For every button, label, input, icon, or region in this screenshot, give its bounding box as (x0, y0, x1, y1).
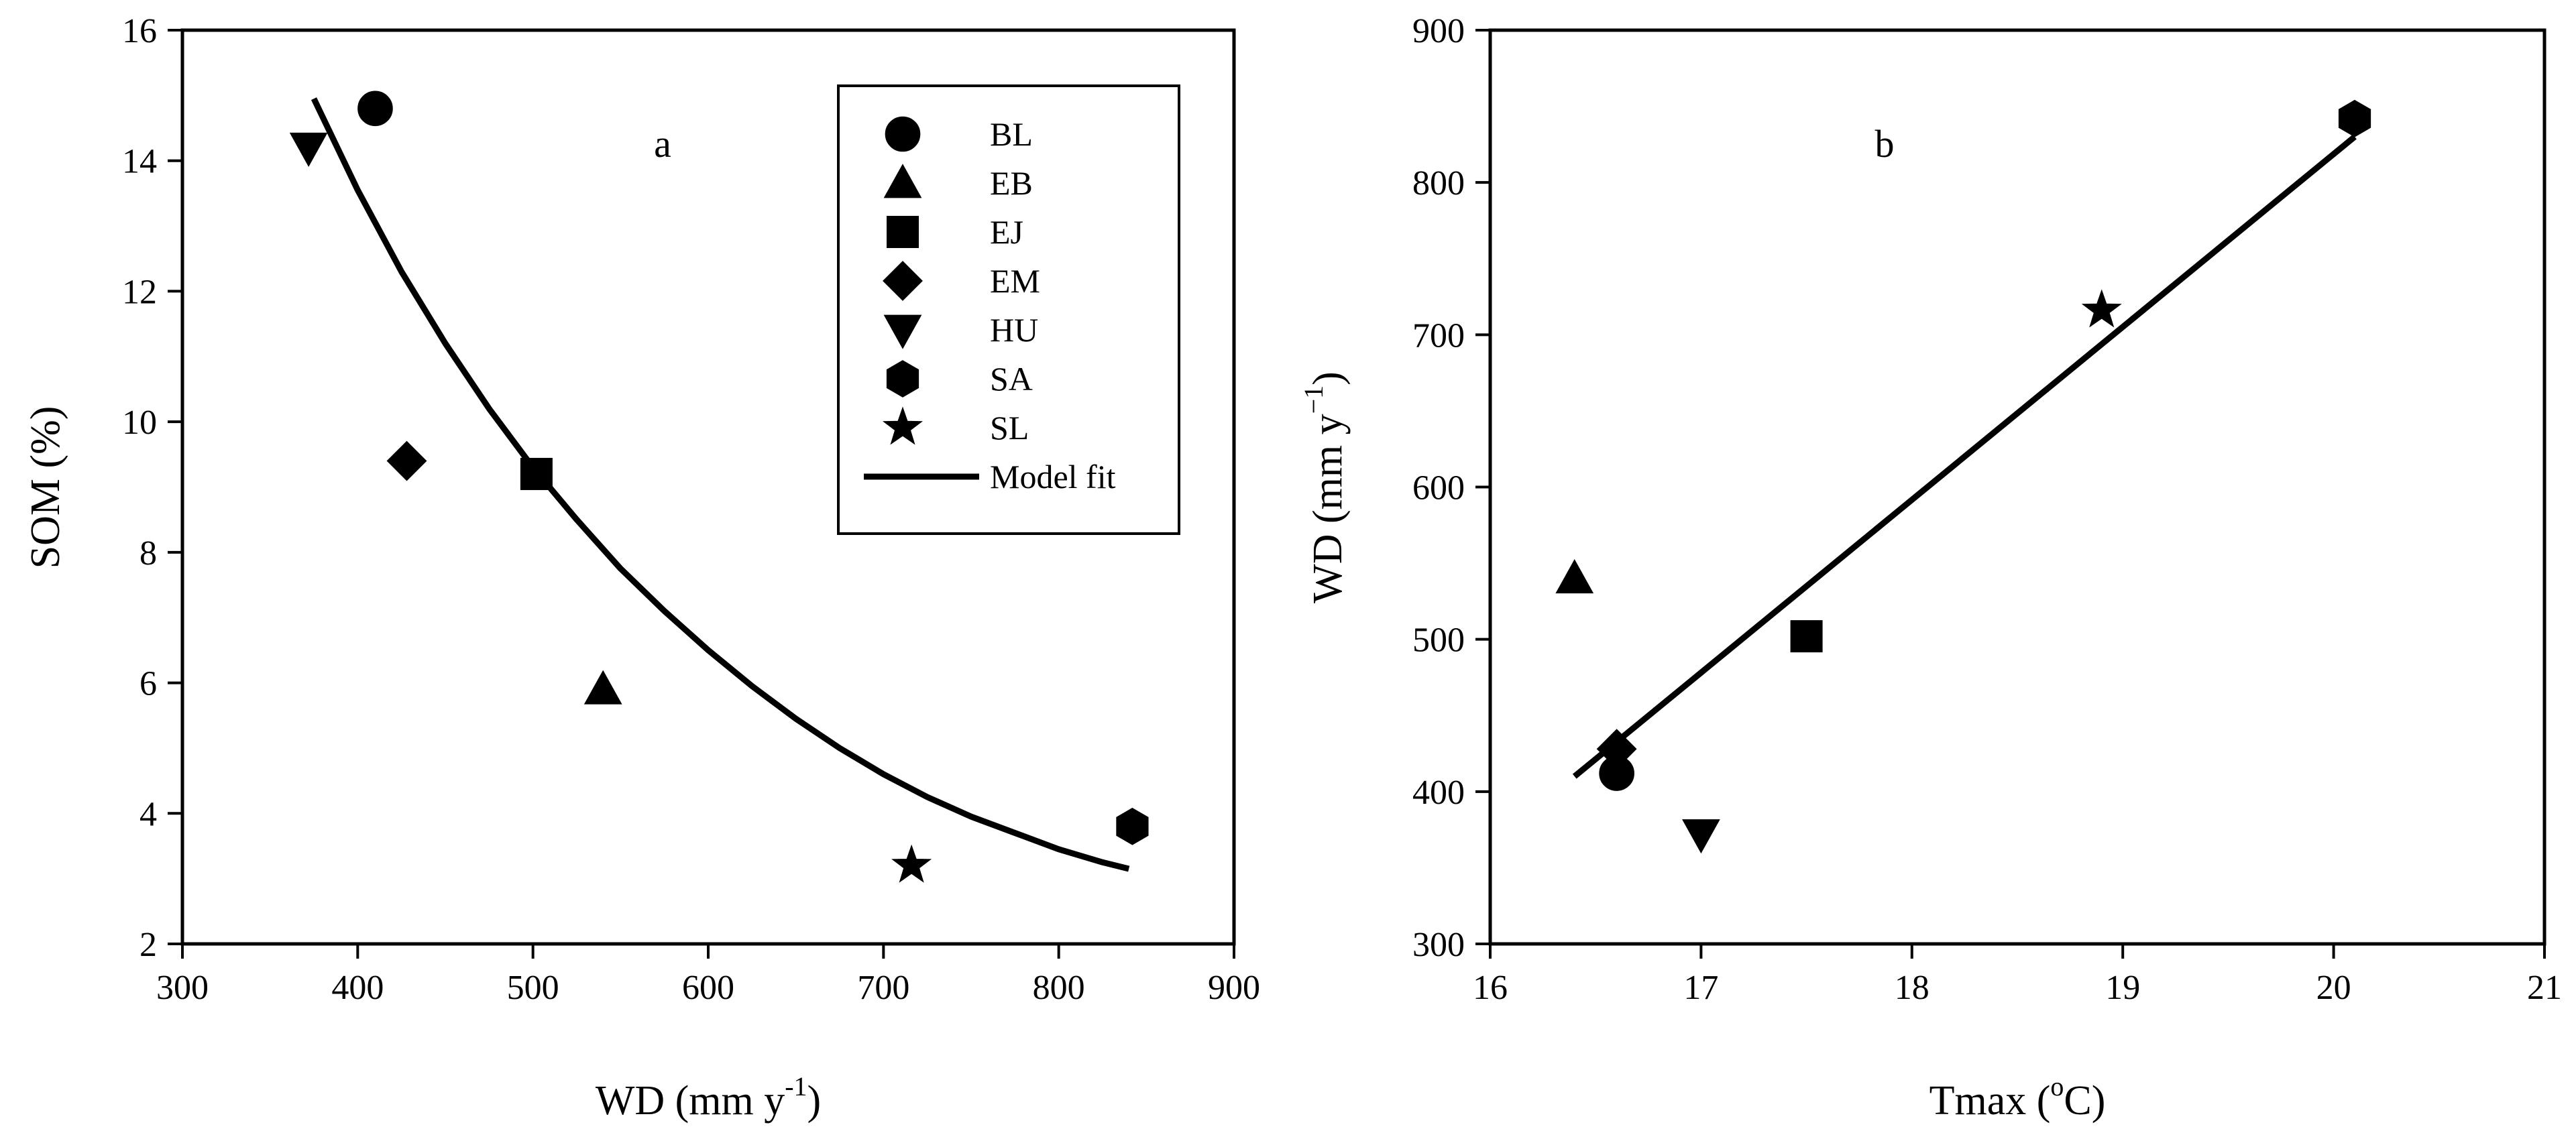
panel-b-x-tick-label: 20 (2316, 969, 2351, 1007)
panel-a-x-tick-label: 300 (156, 969, 209, 1007)
legend-ej-swatch (887, 216, 919, 248)
panel-b-x-title-sup: o (2050, 1071, 2064, 1101)
legend-hu-swatch (883, 314, 922, 349)
panel-a-point-eb (583, 670, 622, 705)
panel-b-y-tick-label: 700 (1412, 316, 1465, 355)
panel-b-points (1555, 99, 2371, 854)
panel-a-x-tick-label: 500 (507, 969, 559, 1007)
panel-b-y-title-sup: −1 (1298, 385, 1329, 414)
legend-sa-swatch (886, 360, 919, 398)
panel-a-model-fit-line (311, 97, 1130, 872)
panel-a-point-ej (520, 458, 553, 491)
legend-em-label: EM (990, 262, 1040, 300)
panel-a-point-sl (891, 844, 932, 883)
panel-a-y-tick-label: 6 (139, 665, 157, 703)
panel-a-x-axis-title: WD (mm y-1) (596, 1071, 821, 1124)
panel-a-y-tick-label: 14 (122, 143, 157, 181)
panel-a-y-tick-label: 4 (139, 795, 157, 833)
legend-em-swatch (883, 261, 923, 301)
legend-entries: BL EB EJ EM HU SA SL Model fit (864, 115, 1116, 495)
panel-b-x-tick-label: 17 (1683, 969, 1718, 1007)
panel-b-point-ej (1790, 620, 1823, 653)
panel-b-y-title-main: WD (mm y (1305, 414, 1351, 603)
panel-a: 300 400 500 600 700 800 900 2 4 6 8 10 12 14 16 a WD (… (23, 12, 1260, 1124)
panel-a-x-tick-label: 900 (1208, 969, 1260, 1007)
legend-model-fit-label: Model fit (990, 458, 1116, 495)
panel-b-x-tick-label: 21 (2527, 969, 2562, 1007)
panel-a-fit (311, 97, 1130, 872)
panel-a-x-tick-label: 600 (682, 969, 734, 1007)
panel-b-model-fit-line (1572, 134, 2357, 779)
panel-a-y-tick-label: 12 (122, 273, 157, 311)
legend-bl-swatch (885, 116, 921, 152)
panel-b-y-tick-label: 500 (1412, 621, 1465, 660)
panel-b-axes: 16 17 18 19 20 21 300 400 500 600 700 800 900 (1412, 12, 2562, 1007)
legend: BL EB EJ EM HU SA SL Model fit (837, 84, 1180, 535)
panel-b-y-tick-label: 300 (1412, 926, 1465, 964)
panel-b-y-tick-label: 400 (1412, 774, 1465, 812)
panel-a-y-tick-label: 2 (139, 926, 157, 964)
legend-hu-label: HU (990, 311, 1038, 349)
panel-a-x-tick-label: 400 (331, 969, 384, 1007)
panel-b-fit (1572, 134, 2357, 779)
panel-b-y-axis-title: WD (mm y−1) (1298, 371, 1351, 603)
legend-bl-label: BL (990, 115, 1033, 153)
panel-a-y-axis-title: SOM (%) (23, 406, 68, 569)
panel-a-point-bl (357, 91, 393, 127)
panel-a-x-tick-label: 800 (1033, 969, 1085, 1007)
panel-a-point-em (386, 440, 427, 481)
panel-b-y-tick-label: 800 (1412, 164, 1465, 202)
panel-b-y-tick-label: 600 (1412, 469, 1465, 507)
panel-b-point-eb (1555, 559, 1594, 594)
panel-b-point-hu (1682, 819, 1720, 854)
legend-frame (837, 84, 1180, 535)
panel-b-y-tick-label: 900 (1412, 12, 1465, 50)
panel-a-x-title-sup: -1 (785, 1071, 807, 1101)
panel-b-x-title-end: C) (2064, 1078, 2105, 1124)
legend-sl-label: SL (990, 409, 1029, 446)
panel-a-label: a (654, 122, 671, 166)
panel-a-y-tick-label: 16 (122, 12, 157, 50)
panel-b-label: b (1875, 122, 1895, 166)
panel-a-x-title-main: WD (mm y (596, 1078, 785, 1124)
panel-b-x-tick-label: 19 (2105, 969, 2140, 1007)
legend-ej-label: EJ (990, 213, 1023, 251)
legend-sa-label: SA (990, 360, 1033, 398)
panel-b: 16 17 18 19 20 21 300 400 500 600 700 800 900 b Tmax… (1298, 12, 2562, 1124)
legend-eb-label: EB (990, 164, 1033, 202)
panel-a-point-hu (289, 132, 328, 167)
panel-a-x-tick-label: 700 (857, 969, 909, 1007)
panel-a-y-tick-label: 8 (139, 534, 157, 573)
panel-a-y-tick-label: 10 (122, 404, 157, 442)
panel-b-point-sa (2338, 99, 2371, 137)
panel-b-x-tick-label: 18 (1895, 969, 1929, 1007)
panel-a-x-title-end: ) (807, 1078, 822, 1124)
panel-b-point-sl (2081, 289, 2122, 328)
panel-a-point-sa (1116, 807, 1149, 845)
panel-b-point-em (1596, 729, 1637, 770)
panel-b-x-title-main: Tmax ( (1929, 1078, 2051, 1124)
legend-eb-swatch (883, 164, 922, 198)
panel-a-points (289, 91, 1149, 883)
panel-b-x-axis-title: Tmax (oC) (1929, 1071, 2106, 1124)
panel-b-x-tick-label: 16 (1473, 969, 1508, 1007)
panel-b-y-title-end: ) (1305, 371, 1351, 385)
panel-a-axes: 300 400 500 600 700 800 900 2 4 6 8 10 12 14 16 (122, 12, 1260, 1007)
legend-sl-swatch (882, 406, 923, 445)
